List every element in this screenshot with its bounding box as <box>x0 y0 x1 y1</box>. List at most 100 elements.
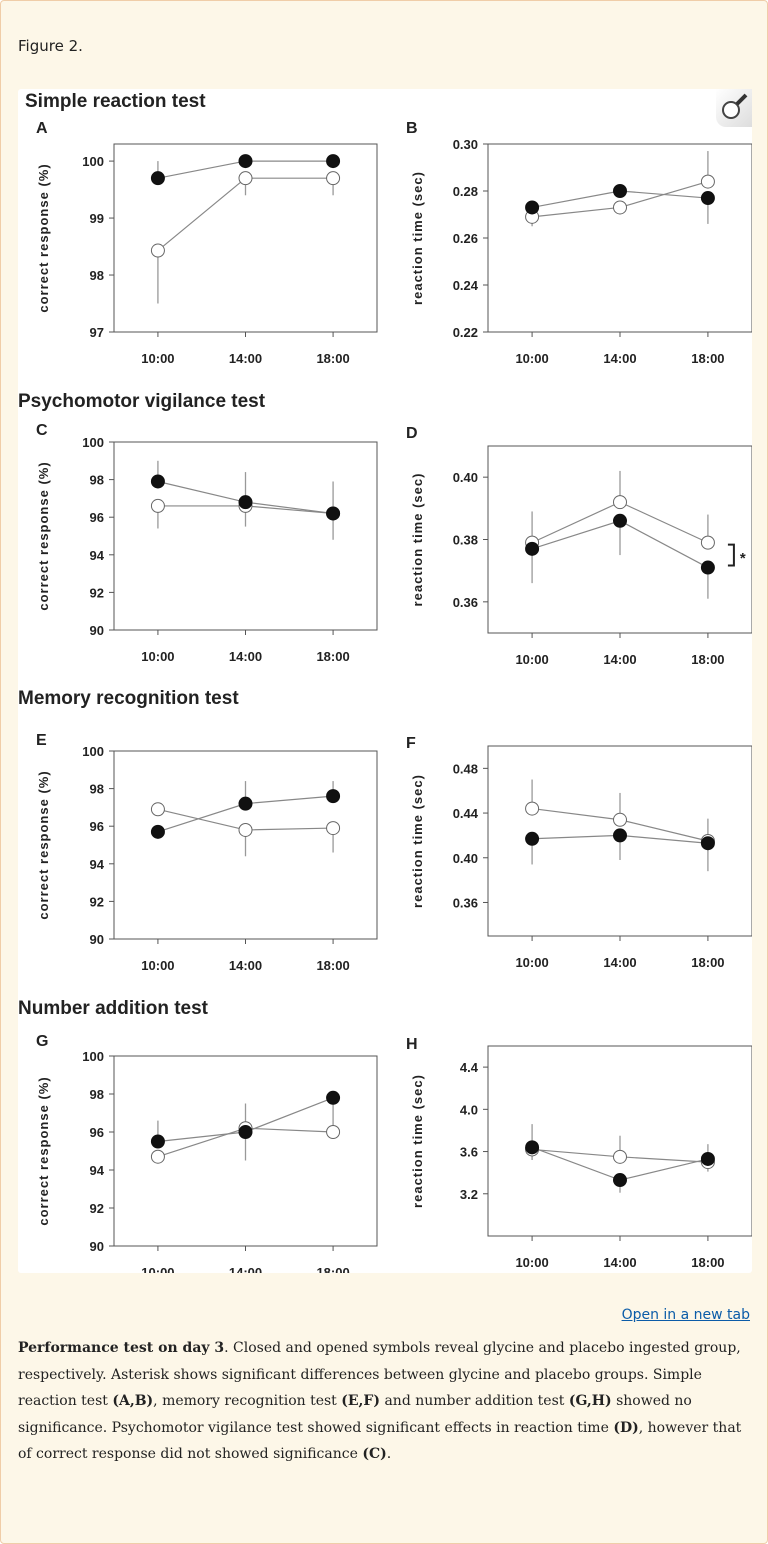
panel-letter: B <box>406 120 418 137</box>
data-point-open <box>525 801 540 816</box>
y-tick-label: 100 <box>82 1049 104 1064</box>
open-in-new-tab-link[interactable]: Open in a new tab <box>621 1307 750 1323</box>
data-point-closed <box>700 1151 715 1166</box>
data-point-open <box>150 243 165 258</box>
panel-c: C 90 92 94 96 98 100 10:00 14:00 18:00 correct res… <box>36 422 378 664</box>
y-axis-label: correct response (%) <box>36 461 51 610</box>
y-tick-label: 96 <box>90 1125 104 1140</box>
data-point-closed <box>150 824 165 839</box>
data-point-open <box>613 1149 627 1164</box>
caption-segment: (C) <box>362 1446 387 1463</box>
data-point-open <box>613 495 627 510</box>
data-point-open <box>150 1149 165 1164</box>
panel-letter: H <box>406 1036 418 1053</box>
data-point-closed <box>238 1125 253 1139</box>
y-tick-label: 92 <box>90 894 104 909</box>
y-tick-label: 90 <box>90 623 104 638</box>
x-tick-label: 18:00 <box>316 958 349 973</box>
x-tick-label: 10:00 <box>515 351 548 366</box>
data-point-closed <box>238 796 253 811</box>
section-title: Memory recognition test <box>18 688 239 709</box>
section-title: Number addition test <box>18 998 209 1019</box>
caption-segment: Performance test on day 3 <box>18 1340 225 1356</box>
figure-image[interactable]: Simple reaction test Psychomotor vigilanc… <box>18 89 752 1273</box>
y-tick-label: 98 <box>90 782 104 797</box>
panel-letter: F <box>406 735 416 752</box>
data-point-closed <box>613 184 627 198</box>
data-point-closed <box>238 154 253 169</box>
x-tick-label: 14:00 <box>229 958 262 973</box>
data-point-open <box>326 1125 341 1139</box>
data-point-open <box>150 498 165 513</box>
x-tick-label: 18:00 <box>691 351 724 366</box>
data-point-open <box>150 802 165 817</box>
y-tick-label: 98 <box>90 473 104 488</box>
y-tick-label: 90 <box>90 1239 104 1254</box>
x-tick-label: 10:00 <box>141 351 174 366</box>
x-tick-label: 10:00 <box>515 652 548 667</box>
x-tick-label: 18:00 <box>691 1255 724 1270</box>
caption-segment: . <box>386 1446 392 1463</box>
y-tick-label: 0.28 <box>453 184 478 199</box>
data-point-closed <box>238 495 253 510</box>
significance-bracket <box>727 543 735 567</box>
y-tick-label: 92 <box>90 1201 104 1216</box>
plot-frame <box>487 143 752 333</box>
panel-b: B 0.22 0.24 0.26 0.28 0.30 10:00 14:00 18:00 reac… <box>406 120 752 366</box>
y-axis-label: reaction time (sec) <box>410 1074 425 1208</box>
data-point-closed <box>525 200 540 215</box>
data-point-closed <box>700 836 715 851</box>
y-tick-label: 0.36 <box>453 895 478 910</box>
y-axis-label: reaction time (sec) <box>410 774 425 908</box>
figure-charts: Simple reaction test Psychomotor vigilanc… <box>18 91 752 1273</box>
magnifier-icon[interactable] <box>716 89 752 127</box>
x-tick-label: 14:00 <box>229 351 262 366</box>
data-point-closed <box>326 154 341 169</box>
caption-segment: . Closed and opened symbols reveal glyci… <box>18 1340 741 1410</box>
figure-caption: Performance test on day 3. Closed and op… <box>18 1335 752 1468</box>
y-tick-label: 94 <box>90 857 105 872</box>
data-point-closed <box>525 831 540 846</box>
x-tick-label: 14:00 <box>229 1265 262 1273</box>
y-tick-label: 3.2 <box>460 1187 478 1202</box>
data-point-closed <box>613 828 627 843</box>
y-tick-label: 96 <box>90 510 104 525</box>
x-tick-label: 10:00 <box>141 958 174 973</box>
x-tick-label: 14:00 <box>603 955 636 970</box>
y-tick-label: 0.44 <box>453 806 479 821</box>
caption-segment: (G,H) <box>568 1393 612 1410</box>
y-tick-label: 0.30 <box>453 137 478 152</box>
y-tick-label: 100 <box>82 154 104 169</box>
y-tick-label: 98 <box>90 268 104 283</box>
panel-letter: G <box>36 1033 48 1050</box>
panel-d: D 0.36 0.38 0.40 10:00 14:00 18:00 reaction tim… <box>406 425 752 667</box>
caption-segment: , however that of correct response did n… <box>18 1419 742 1463</box>
x-tick-label: 18:00 <box>316 351 349 366</box>
y-tick-label: 98 <box>90 1087 104 1102</box>
panel-letter: E <box>36 732 47 749</box>
y-tick-label: 0.26 <box>453 231 478 246</box>
data-point-closed <box>150 1134 165 1149</box>
x-tick-label: 14:00 <box>603 351 636 366</box>
caption-segment: (D) <box>613 1419 639 1436</box>
x-tick-label: 14:00 <box>603 1255 636 1270</box>
y-axis-label: reaction time (sec) <box>410 171 425 305</box>
data-point-closed <box>150 171 165 186</box>
x-tick-label: 18:00 <box>691 955 724 970</box>
caption-segment: (E,F) <box>341 1393 380 1410</box>
data-point-closed <box>326 1090 341 1105</box>
x-tick-label: 18:00 <box>316 1265 349 1273</box>
y-tick-label: 3.6 <box>460 1145 478 1160</box>
y-tick-label: 0.40 <box>453 851 478 866</box>
figure-label: Figure 2. <box>18 37 83 55</box>
y-tick-label: 0.22 <box>453 325 478 340</box>
significance-asterisk: * <box>740 550 746 567</box>
data-point-closed <box>326 789 341 804</box>
data-point-open <box>238 822 253 837</box>
y-tick-label: 92 <box>90 585 104 600</box>
data-point-open <box>238 171 253 186</box>
panel-e: E 90 92 94 96 98 100 10:00 14:00 18:00 correct res… <box>36 732 378 973</box>
caption-segment: (A,B) <box>112 1393 154 1410</box>
panel-g: G 90 92 94 96 98 100 10:00 14:00 18:00 correct res… <box>36 1033 378 1273</box>
